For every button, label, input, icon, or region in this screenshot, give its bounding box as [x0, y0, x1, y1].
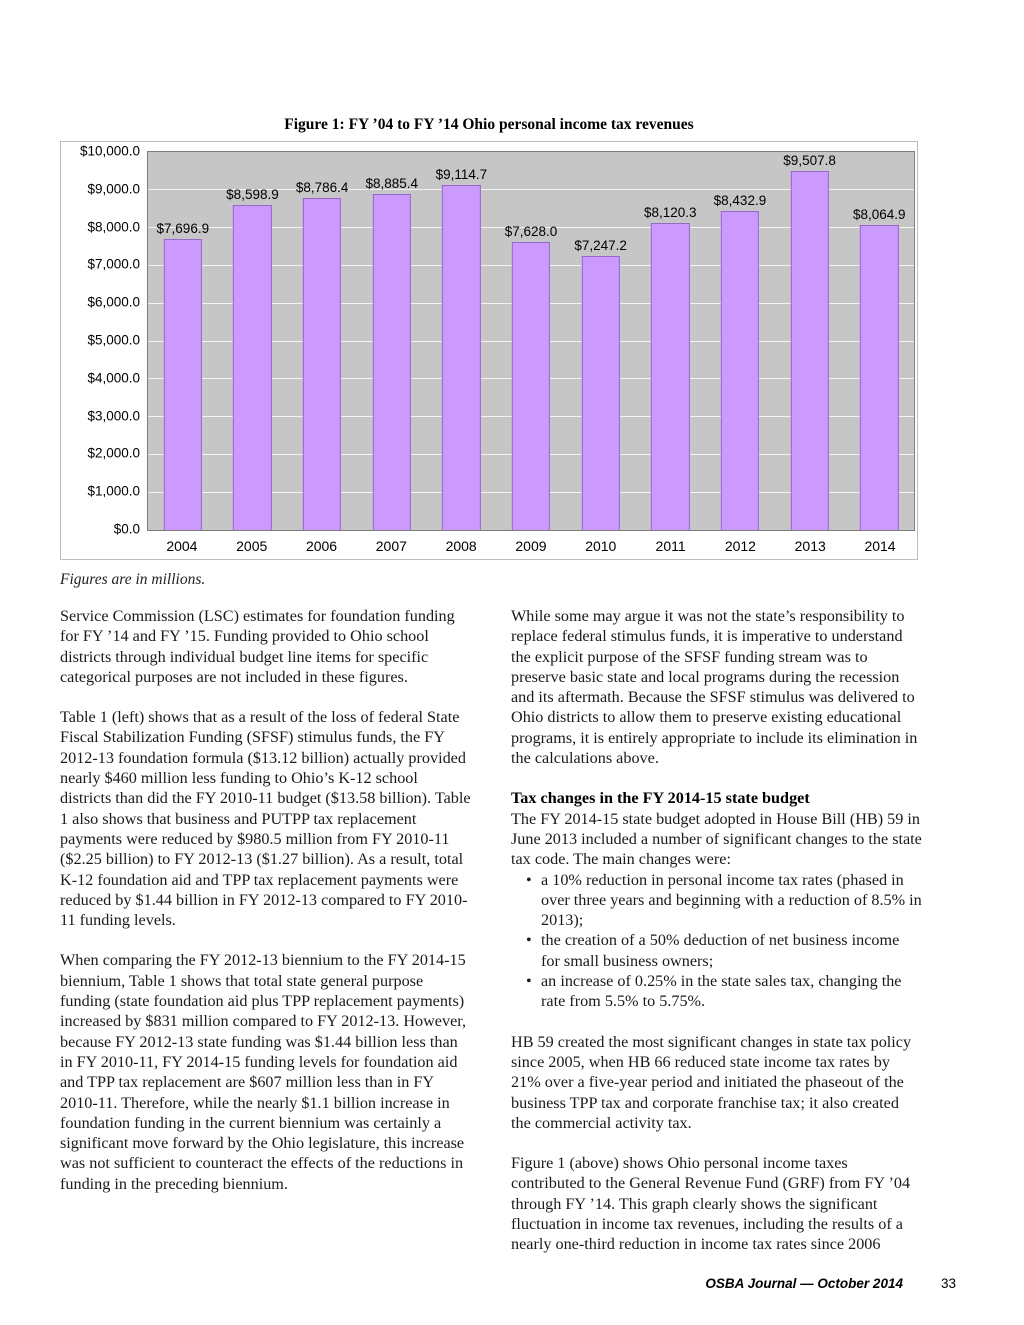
x-axis-tick-label: 2013 — [794, 538, 826, 554]
y-axis-tick-label: $7,000.0 — [87, 256, 140, 272]
bar-value-label: $7,247.2 — [574, 238, 627, 253]
left-column: Service Commission (LSC) estimates for f… — [60, 606, 471, 1275]
bar-slot: $7,696.9 — [148, 152, 218, 530]
paragraph: Table 1 (left) shows that as a result of… — [60, 708, 471, 930]
gridline — [148, 189, 914, 191]
paragraph: When comparing the FY 2012-13 biennium t… — [60, 951, 467, 1193]
bullet-item: the creation of a 50% deduction of net b… — [526, 930, 922, 971]
bar-2009 — [511, 242, 551, 530]
chart-plot: $7,696.9 $8,598.9 $8,786.4 $8,885.4 $9,114.7… — [147, 151, 915, 531]
y-axis-tick-label: $8,000.0 — [87, 219, 140, 235]
right-column: While some may argue it was not the stat… — [511, 606, 922, 1275]
y-axis-tick-label: $4,000.0 — [87, 370, 140, 386]
chart-main: $0.0 $1,000.0 $2,000.0 $3,000.0 $4,000.0 $5,0… — [63, 144, 915, 537]
content-columns: Service Commission (LSC) estimates for f… — [60, 606, 922, 1275]
page-number: 33 — [940, 1276, 956, 1291]
bar-2004 — [163, 239, 202, 530]
x-axis-tick-label: 2014 — [864, 538, 896, 554]
bar-value-label: $9,507.8 — [783, 153, 836, 168]
bar-slot: $8,120.3 — [635, 152, 705, 530]
y-axis-tick-label: $10,000.0 — [79, 143, 140, 159]
x-axis-tick-label: 2010 — [585, 538, 617, 554]
bar-slot: $8,598.9 — [218, 152, 288, 530]
bar-value-label: $9,114.7 — [435, 167, 488, 182]
bar-slot: $9,114.7 — [427, 152, 497, 530]
bar-slot: $8,064.9 — [844, 152, 914, 530]
y-axis-tick-label: $0.0 — [113, 521, 140, 537]
bar-2012 — [720, 211, 760, 530]
bar-slot: $8,432.9 — [705, 152, 775, 530]
x-axis-tick-label: 2012 — [724, 538, 756, 554]
y-axis-tick-label: $9,000.0 — [87, 181, 140, 197]
bar-2011 — [651, 223, 690, 530]
bullet-list: a 10% reduction in personal income tax r… — [511, 870, 922, 1012]
bar-2005 — [233, 205, 272, 530]
bar-value-label: $8,064.9 — [852, 207, 906, 222]
bar-value-label: $8,120.3 — [644, 205, 697, 220]
x-axis-tick-label: 2009 — [515, 538, 547, 554]
bar-slot: $7,628.0 — [496, 152, 566, 530]
x-axis-tick-label: 2011 — [655, 538, 686, 554]
x-axis-tick-label: 2005 — [236, 538, 268, 554]
figure-title: Figure 1: FY ’04 to FY ’14 Ohio personal… — [284, 116, 694, 133]
bar-2008 — [442, 185, 481, 530]
bar-slot: $7,247.2 — [566, 152, 636, 530]
bar-slot: $8,885.4 — [357, 152, 427, 530]
bar-slot: $8,786.4 — [287, 152, 357, 530]
paragraph: The FY 2014-15 state budget adopted in H… — [511, 809, 922, 869]
section-heading: Tax changes in the FY 2014-15 state budg… — [511, 789, 810, 808]
chart-y-axis: $0.0 $1,000.0 $2,000.0 $3,000.0 $4,000.0 $5,0… — [63, 144, 147, 537]
chart-frame: $0.0 $1,000.0 $2,000.0 $3,000.0 $4,000.0 $5,0… — [60, 141, 918, 560]
bullet-item: an increase of 0.25% in the state sales … — [526, 971, 922, 1012]
paragraph: Service Commission (LSC) estimates for f… — [60, 607, 455, 686]
bar-value-label: $7,628.0 — [504, 224, 558, 239]
bar-2014 — [860, 225, 899, 530]
paragraph: While some may argue it was not the stat… — [511, 607, 918, 768]
bar-value-label: $8,432.9 — [713, 193, 767, 208]
figure: Figure 1: FY ’04 to FY ’14 Ohio personal… — [60, 116, 918, 560]
figure-caption: Figures are in millions. — [60, 571, 206, 588]
bar-2007 — [372, 194, 411, 530]
bar-2010 — [581, 256, 620, 530]
bar-2013 — [790, 171, 829, 530]
chart-x-axis: 2004 2005 2006 2007 2008 2009 2010 2011 2012 2013… — [147, 531, 915, 554]
bar-value-label: $7,696.9 — [156, 221, 210, 236]
y-axis-tick-label: $1,000.0 — [87, 483, 140, 499]
x-axis-tick-label: 2008 — [445, 538, 477, 554]
y-axis-tick-label: $5,000.0 — [87, 332, 140, 348]
y-axis-tick-label: $6,000.0 — [87, 294, 140, 310]
paragraph: Figure 1 (above) shows Ohio personal inc… — [511, 1154, 911, 1254]
bar-value-label: $8,598.9 — [226, 187, 279, 202]
bullet-item: a 10% reduction in personal income tax r… — [526, 870, 922, 931]
x-axis-tick-label: 2004 — [166, 538, 198, 554]
gridline — [148, 227, 914, 229]
bar-2006 — [302, 198, 342, 530]
bar-value-label: $8,786.4 — [295, 180, 349, 195]
y-axis-tick-label: $3,000.0 — [87, 408, 140, 424]
paragraph: HB 59 created the most significant chang… — [511, 1032, 912, 1132]
bar-value-label: $8,885.4 — [365, 176, 419, 191]
journal-name: OSBA Journal — October 2014 — [705, 1276, 903, 1291]
bar-slot: $9,507.8 — [775, 152, 845, 530]
x-axis-tick-label: 2006 — [305, 538, 338, 554]
y-axis-tick-label: $2,000.0 — [87, 445, 140, 461]
x-axis-tick-label: 2007 — [375, 538, 407, 554]
page-footer: OSBA Journal — October 2014 33 — [60, 1276, 956, 1291]
bars-layer: $7,696.9 $8,598.9 $8,786.4 $8,885.4 $9,114.7… — [148, 152, 914, 530]
